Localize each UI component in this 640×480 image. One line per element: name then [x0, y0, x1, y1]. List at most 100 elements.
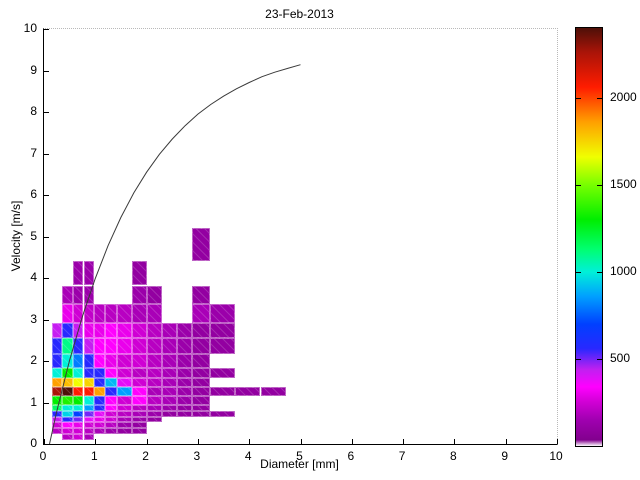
x-tick-mark — [44, 439, 45, 444]
y-tick-mark — [44, 112, 49, 113]
heatmap-cell — [83, 387, 95, 396]
heatmap-cell — [62, 395, 73, 405]
y-tick-label: 5 — [30, 228, 37, 243]
heatmap-cell — [147, 322, 162, 339]
heatmap-cell — [105, 405, 118, 411]
heatmap-cell — [105, 410, 118, 417]
heatmap-cell — [176, 405, 192, 411]
heatmap-cell — [105, 422, 118, 428]
heatmap-cell — [191, 410, 211, 417]
y-tick-mark — [44, 402, 49, 404]
heatmap-cell — [51, 322, 62, 339]
heatmap-cell — [117, 410, 133, 417]
heatmap-cell — [235, 387, 261, 396]
colorbar-tick-mark — [576, 184, 581, 186]
heatmap-cell — [162, 368, 177, 379]
heatmap-cell — [117, 368, 133, 379]
x-tick-label: 2 — [142, 449, 149, 463]
heatmap-cell — [72, 422, 84, 428]
heatmap-cell — [191, 378, 211, 388]
heatmap-cell — [94, 322, 106, 339]
heatmap-cell — [94, 338, 106, 354]
heatmap-cell — [105, 387, 118, 396]
y-tick-mark — [44, 29, 49, 30]
heatmap-cell — [162, 322, 177, 339]
heatmap-cell — [191, 353, 211, 368]
heatmap-cell — [94, 410, 106, 417]
heatmap-cell — [105, 427, 118, 434]
heatmap-cell — [147, 387, 162, 396]
heatmap-cell — [191, 368, 211, 379]
heatmap-cell — [176, 338, 192, 354]
colorbar — [575, 27, 603, 447]
heatmap-cell — [132, 410, 148, 417]
heatmap-cell — [72, 416, 84, 422]
heatmap-cell — [62, 387, 73, 396]
y-tick-mark — [44, 70, 49, 72]
y-tick-label: 7 — [30, 145, 37, 160]
heatmap-cell — [62, 338, 73, 354]
heatmap-cell — [132, 416, 148, 422]
heatmap-cell — [260, 387, 286, 396]
x-tick-mark — [403, 439, 405, 444]
heatmap-cell — [72, 387, 84, 396]
heatmap-cell — [176, 353, 192, 368]
x-tick-mark — [249, 439, 251, 444]
heatmap-cell — [94, 368, 106, 379]
x-tick-mark — [300, 439, 302, 444]
heatmap-cell — [94, 395, 106, 405]
colorbar-tick-mark — [576, 97, 581, 99]
heatmap-cell — [147, 368, 162, 379]
x-tick-label: 1 — [90, 449, 98, 463]
heatmap-cell — [162, 410, 177, 417]
heatmap-cell — [132, 368, 148, 379]
heatmap-cell — [132, 322, 148, 339]
y-tick-label: 2 — [30, 353, 37, 367]
heatmap-cell — [176, 410, 192, 417]
heatmap-cell — [147, 304, 162, 323]
heatmap-cell — [176, 387, 192, 396]
x-tick-mark — [146, 439, 148, 444]
x-tick-label: 4 — [244, 449, 252, 463]
heatmap-cell — [117, 353, 133, 368]
x-tick-mark — [197, 439, 199, 444]
heatmap-cell — [117, 416, 133, 422]
heatmap-cell — [132, 353, 148, 368]
heatmap-cell — [83, 405, 95, 411]
x-tick-label: 10 — [549, 449, 563, 463]
heatmap-cell — [83, 416, 95, 422]
heatmap-cell — [51, 338, 62, 354]
heatmap-cell — [105, 368, 118, 379]
x-axis-label: Diameter [mm] — [260, 457, 339, 471]
colorbar-tick-mark — [576, 271, 581, 273]
heatmap-cell — [105, 322, 118, 339]
heatmap-cell — [62, 304, 73, 323]
plot-area — [43, 28, 558, 445]
heatmap-cell — [83, 427, 95, 434]
heatmap-cell — [94, 416, 106, 422]
heatmap-cell — [117, 304, 133, 323]
heatmap-cell — [83, 434, 95, 440]
x-tick-label: 7 — [398, 449, 406, 463]
heatmap-cell — [105, 304, 118, 323]
heatmap-cell — [147, 353, 162, 368]
heatmap-cell — [147, 285, 162, 305]
heatmap-cell — [62, 285, 73, 305]
y-tick-label: 9 — [30, 62, 37, 77]
heatmap-cell — [72, 338, 84, 354]
colorbar-tick-label: 2000 — [610, 89, 637, 104]
heatmap-cell — [62, 405, 73, 411]
heatmap-cell — [51, 422, 62, 428]
heatmap-cell — [210, 368, 236, 379]
heatmap-cell — [162, 387, 177, 396]
colorbar-tick-mark — [597, 271, 602, 273]
y-tick-mark — [44, 319, 49, 321]
heatmap-cell — [105, 338, 118, 354]
heatmap-cell — [210, 322, 236, 339]
heatmap-cell — [176, 322, 192, 339]
heatmap-cell — [72, 260, 84, 286]
heatmap-cell — [62, 410, 73, 417]
heatmap-cell — [62, 416, 73, 422]
x-tick-mark — [505, 439, 507, 444]
heatmap-cell — [117, 387, 133, 396]
